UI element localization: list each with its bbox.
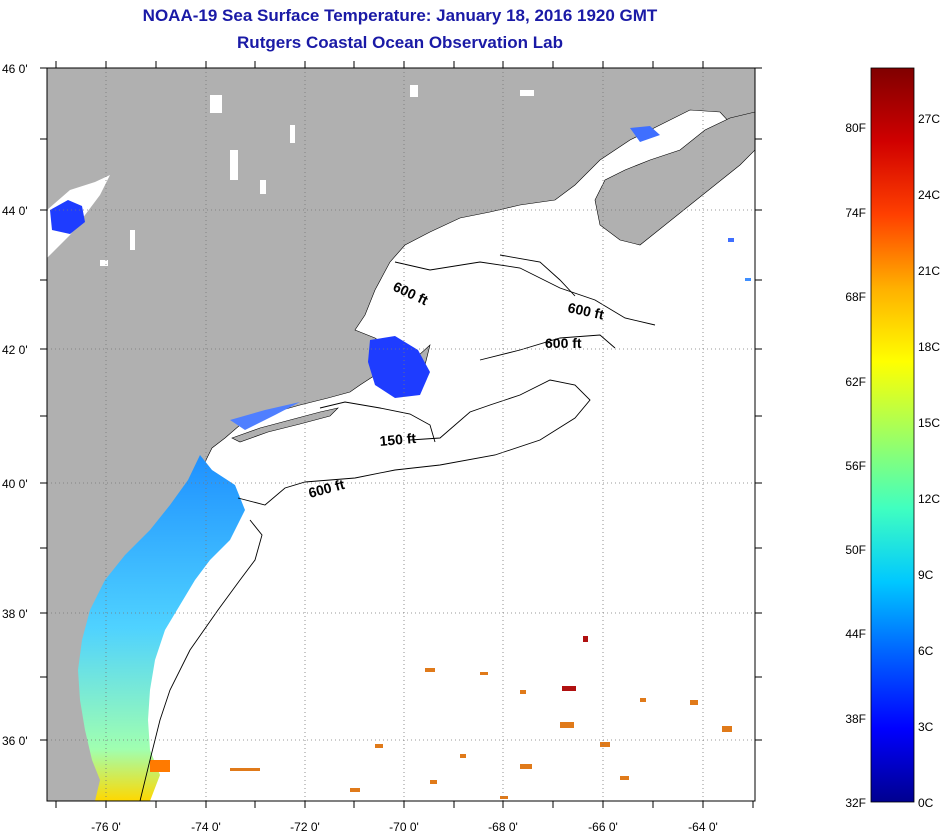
- depth-label-600ft-ne: 600 ft: [566, 299, 605, 322]
- land-nova-scotia: [594, 111, 755, 246]
- colorbar-c-label: 24C: [918, 188, 940, 202]
- map-frame: [46, 67, 756, 802]
- colorbar-f-label: 38F: [845, 712, 866, 726]
- map-title: NOAA-19 Sea Surface Temperature: January…: [142, 6, 658, 25]
- sst-coastal-band: [78, 455, 245, 801]
- axis-ticks: [40, 61, 762, 808]
- lon-label: -66 0': [588, 820, 618, 834]
- lat-label: 38 0': [2, 607, 28, 621]
- lat-label: 42 0': [2, 343, 28, 357]
- colorbar-c-label: 6C: [918, 644, 934, 658]
- sst-hot-speck: [150, 760, 170, 772]
- colorbar-f-label: 50F: [845, 543, 866, 557]
- colorbar-f-label: 68F: [845, 290, 866, 304]
- lat-label: 46 0': [2, 62, 28, 76]
- depth-label-600ft-georges: 600 ft: [545, 335, 582, 351]
- colorbar-c-label: 21C: [918, 264, 940, 278]
- lon-label: -64 0': [688, 820, 718, 834]
- colorbar-c-label: 0C: [918, 796, 934, 810]
- land-long-island: [231, 407, 339, 443]
- colorbar-f-label: 32F: [845, 796, 866, 810]
- lat-label: 44 0': [2, 204, 28, 218]
- colorbar-f-label: 74F: [845, 206, 866, 220]
- lon-label: -70 0': [389, 820, 419, 834]
- lat-label: 40 0': [2, 477, 28, 491]
- map-subtitle: Rutgers Coastal Ocean Observation Lab: [237, 33, 563, 52]
- colorbar-f-label: 80F: [845, 121, 866, 135]
- sst-warm-specks: [230, 668, 732, 799]
- sst-hot-speck: [562, 686, 576, 691]
- colorbar-f-label: 44F: [845, 627, 866, 641]
- lon-label: -74 0': [191, 820, 221, 834]
- colorbar-f-label: 56F: [845, 459, 866, 473]
- colorbar-c-label: 12C: [918, 492, 940, 506]
- lon-label: -72 0': [290, 820, 320, 834]
- depth-label-150ft: 150 ft: [379, 430, 417, 449]
- colorbar-f-label: 62F: [845, 375, 866, 389]
- sst-cold-patches: [50, 126, 751, 430]
- lon-label: -76 0': [91, 820, 121, 834]
- colorbar-c-label: 3C: [918, 720, 934, 734]
- colorbar-c-label: 15C: [918, 416, 940, 430]
- colorbar-c-label: 9C: [918, 568, 934, 582]
- colorbar-c-label: 27C: [918, 112, 940, 126]
- lat-label: 36 0': [2, 734, 28, 748]
- colorbar-c-label: 18C: [918, 340, 940, 354]
- lon-label: -68 0': [488, 820, 518, 834]
- colorbar: [870, 67, 915, 803]
- sst-hot-speck: [583, 636, 588, 642]
